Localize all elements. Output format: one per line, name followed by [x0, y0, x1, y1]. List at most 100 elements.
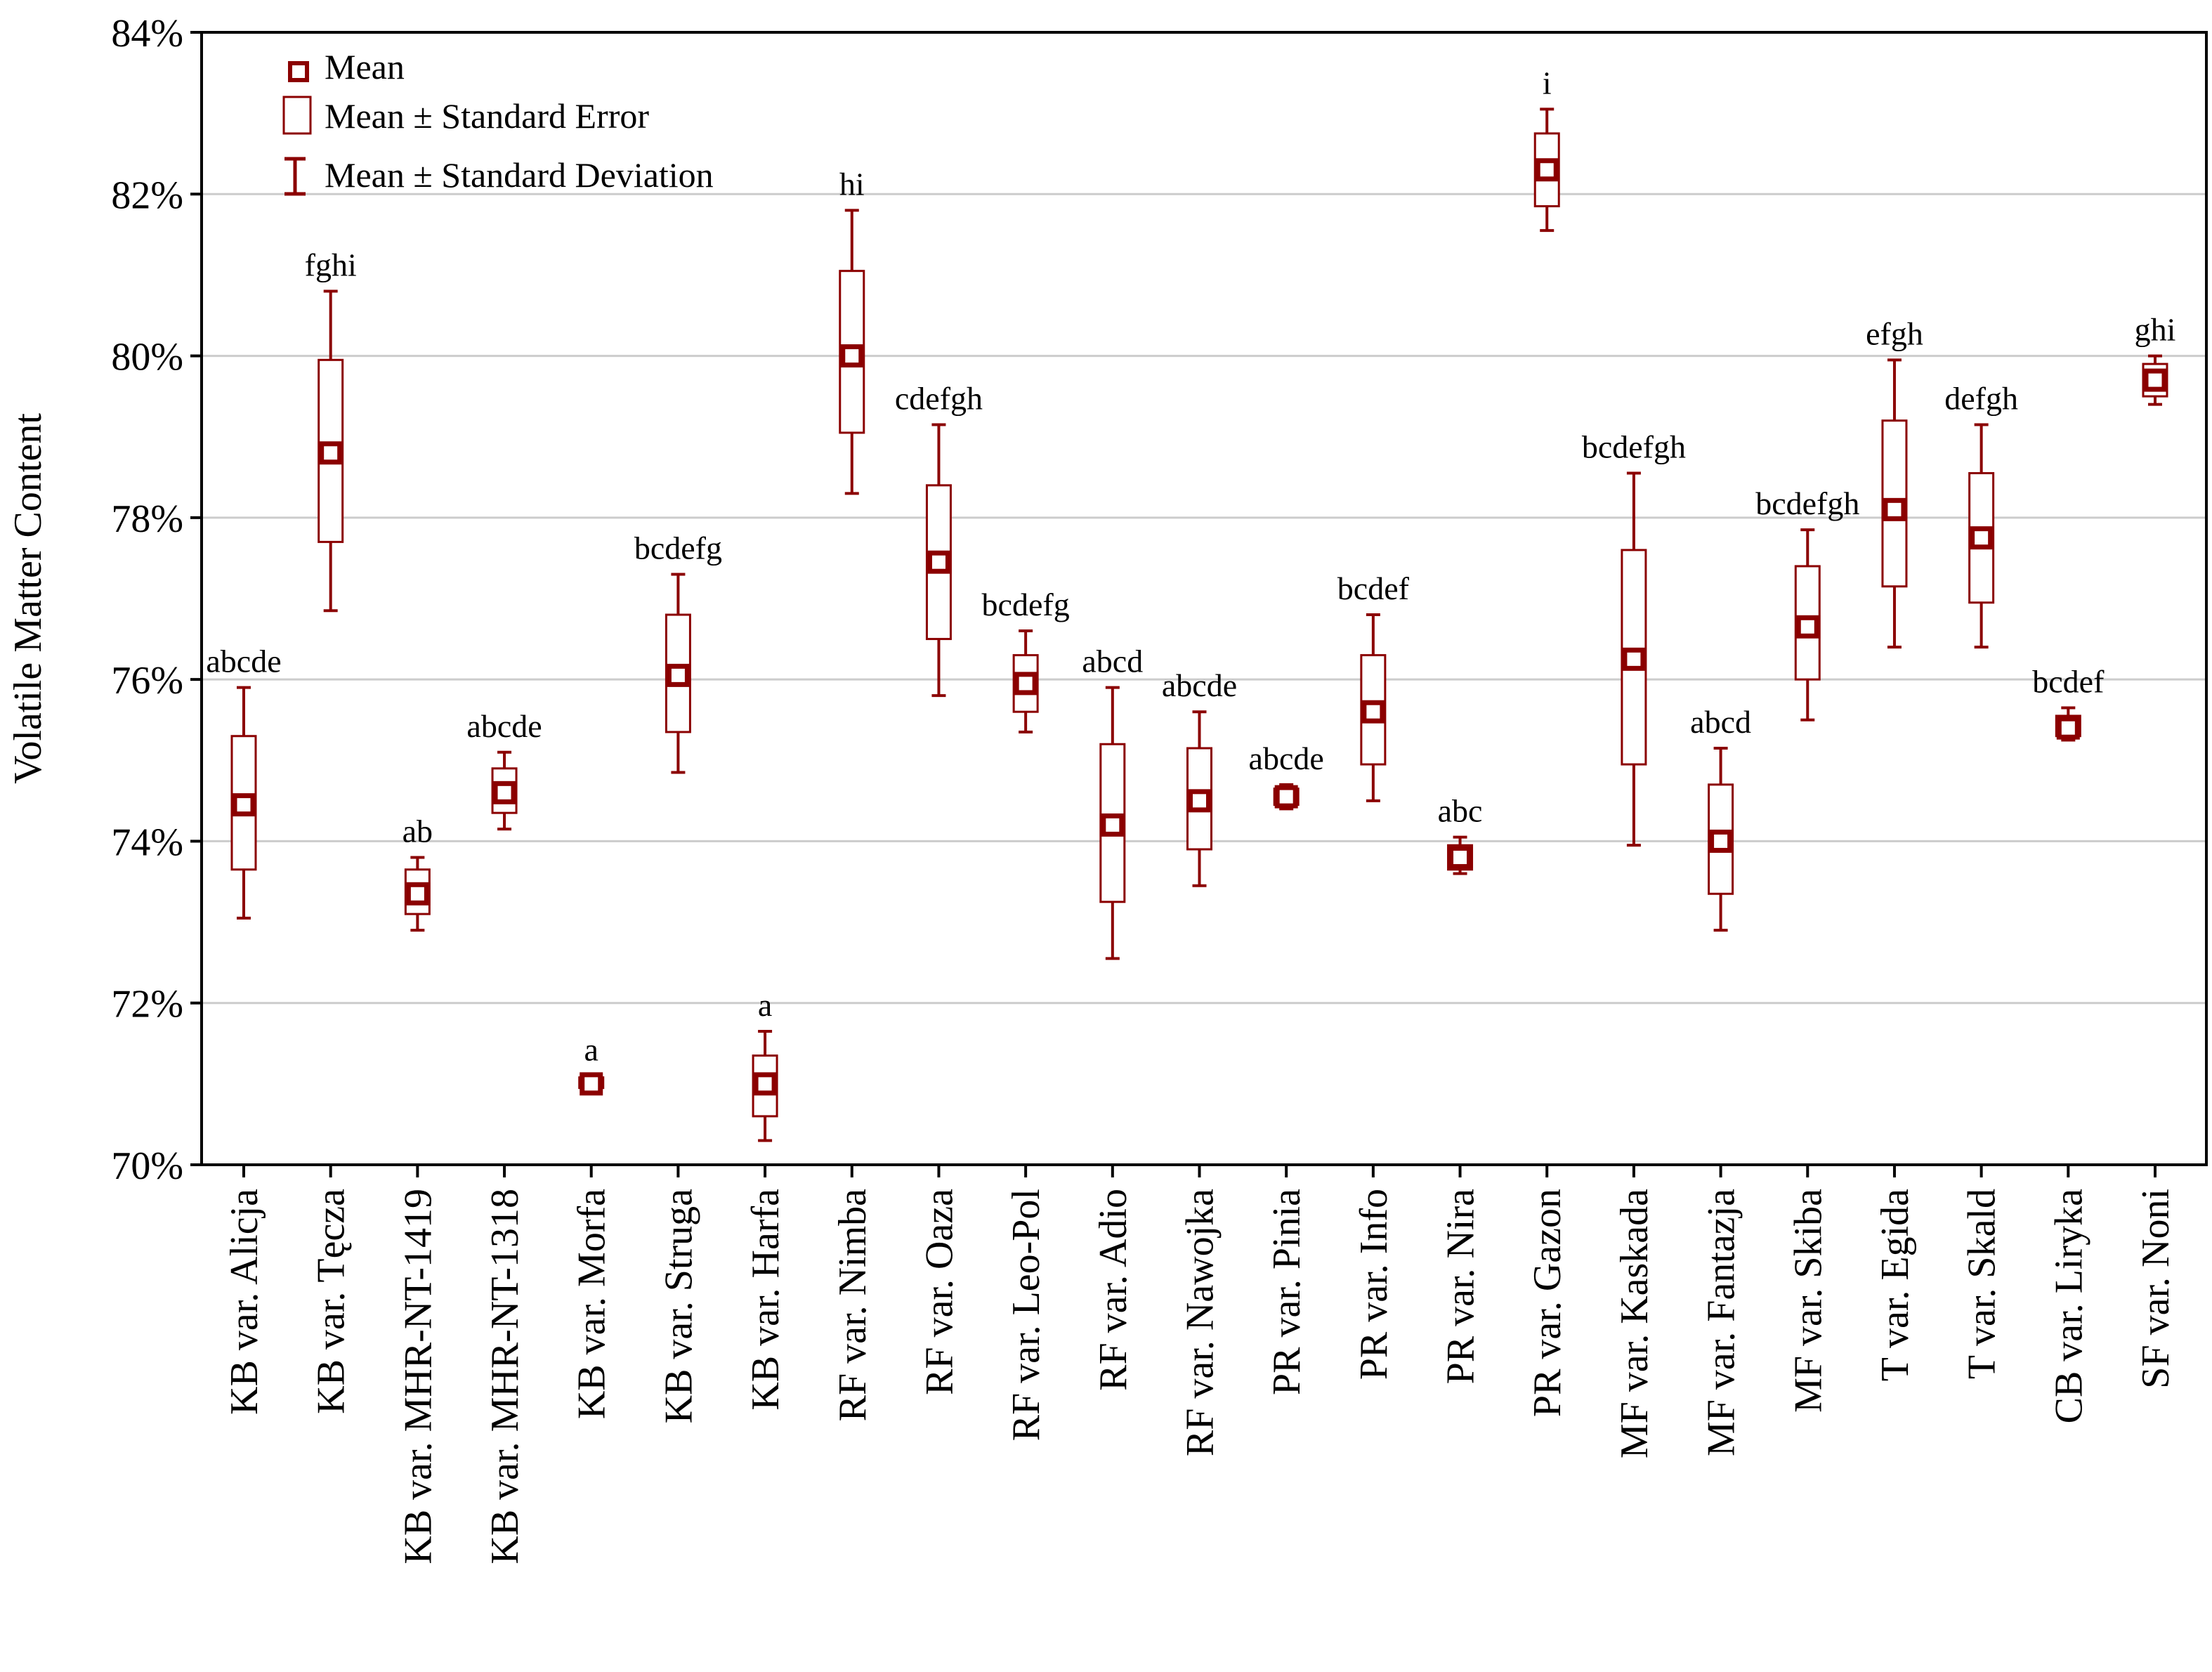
category-box — [1881, 358, 1908, 649]
x-axis-ticks: KB var. Alicja KB var. Tęcza KB var. MHR-N… — [223, 1165, 2178, 1565]
mean-marker — [1709, 829, 1733, 853]
box-series — [230, 107, 2168, 1142]
category-box — [1360, 613, 1387, 802]
y-tick-label: 74% — [111, 821, 183, 864]
y-tick-label: 84% — [111, 12, 183, 55]
mean-marker — [1448, 845, 1472, 869]
significance-letters: abcdefghiababcdeabcdefgahicdefghbcdefgab… — [206, 65, 2175, 1067]
significance-letter: i — [1543, 65, 1552, 100]
category-box — [839, 209, 865, 495]
category-box — [1099, 686, 1126, 960]
x-tick-label: RF var. Nawojka — [1179, 1189, 1222, 1456]
significance-letter: bcdef — [1337, 570, 1410, 606]
category-box — [578, 1072, 605, 1096]
y-tick-label: 70% — [111, 1144, 183, 1188]
x-tick-label: RF var. Nimba — [831, 1189, 875, 1421]
x-tick-label: PR var. Info — [1352, 1189, 1396, 1380]
significance-letter: ab — [403, 813, 433, 849]
mean-marker — [319, 441, 343, 465]
plot-frame — [200, 31, 2208, 1166]
legend-mean-icon — [288, 61, 309, 82]
significance-letter: abcd — [1082, 644, 1143, 679]
x-tick-label: KB var. Tęcza — [310, 1189, 353, 1414]
y-axis-ticks: 70% 72% 74% 76% 78% 80% 82% 84% — [111, 12, 202, 1188]
mean-marker — [2056, 716, 2080, 740]
x-tick-label: KB var. MHR-NT-1318 — [483, 1189, 527, 1565]
category-box — [1794, 528, 1821, 721]
category-box — [318, 289, 344, 613]
mean-marker — [1188, 789, 1211, 813]
mean-marker — [2143, 368, 2167, 392]
significance-letter: a — [584, 1031, 598, 1067]
mean-marker — [1014, 672, 1038, 695]
x-tick-label: MF var. Skiba — [1786, 1189, 1830, 1413]
mean-marker — [580, 1072, 603, 1096]
category-box — [1968, 423, 1995, 649]
mean-marker — [1535, 158, 1559, 182]
category-box — [491, 750, 518, 831]
x-tick-label: RF var. Adio — [1092, 1189, 1135, 1391]
y-tick-label: 82% — [111, 174, 183, 217]
mean-marker — [927, 550, 950, 574]
y-tick-label: 76% — [111, 659, 183, 703]
y-tick-label: 78% — [111, 497, 183, 541]
x-tick-label: RF var. Leo-Pol — [1004, 1189, 1048, 1441]
significance-letter: ghi — [2135, 312, 2176, 348]
category-box — [230, 686, 257, 920]
mean-marker — [1274, 785, 1298, 809]
significance-letter: hi — [839, 166, 865, 202]
significance-letter: abcde — [1162, 667, 1237, 703]
category-box — [925, 423, 952, 698]
mean-marker — [840, 344, 864, 368]
x-tick-label: KB var. Harfa — [744, 1189, 787, 1411]
significance-letter: fghi — [305, 247, 357, 282]
x-tick-label: MF var. Kaskada — [1613, 1189, 1656, 1458]
x-tick-label: RF var. Oaza — [917, 1189, 961, 1395]
category-box — [404, 856, 431, 932]
x-tick-label: KB var. Alicja — [223, 1189, 266, 1415]
mean-marker — [232, 793, 256, 817]
category-box — [1273, 783, 1300, 811]
x-tick-label: KB var. Morfa — [570, 1189, 614, 1419]
category-box — [1012, 629, 1039, 733]
mean-marker — [666, 663, 690, 687]
mean-marker — [1622, 647, 1646, 671]
legend-se-label: Mean ± Standard Error — [325, 96, 649, 136]
legend-sd-icon — [284, 157, 306, 196]
significance-letter: bcdefgh — [1582, 429, 1686, 465]
significance-letter: bcdef — [2032, 663, 2105, 699]
x-tick-label: PR var. Nira — [1439, 1189, 1483, 1385]
x-tick-label: T var. Skald — [1961, 1189, 2004, 1379]
mean-marker — [1883, 497, 1906, 521]
significance-letter: cdefgh — [895, 380, 983, 416]
category-box — [2055, 706, 2081, 742]
mean-marker — [405, 882, 429, 906]
significance-letter: efgh — [1866, 315, 1923, 351]
mean-marker — [753, 1072, 777, 1096]
y-tick-label: 72% — [111, 983, 183, 1026]
y-tick-label: 80% — [111, 336, 183, 379]
significance-letter: bcdefg — [982, 587, 1070, 622]
category-box — [1621, 471, 1647, 847]
category-box — [1533, 107, 1560, 233]
legend-mean-label: Mean — [325, 47, 405, 86]
category-box — [1447, 835, 1474, 875]
x-tick-label: KB var. MHR-NT-1419 — [396, 1189, 440, 1565]
category-box — [752, 1030, 778, 1142]
significance-letter: bcdefgh — [1755, 485, 1859, 521]
x-tick-label: PR var. Gazon — [1526, 1189, 1569, 1417]
legend: Mean Mean ± Standard Error Mean ± Standa… — [282, 47, 714, 196]
legend-se-icon — [282, 96, 312, 135]
x-tick-label: KB var. Struga — [657, 1189, 700, 1424]
category-box — [665, 573, 691, 774]
significance-letter: abcde — [1249, 740, 1324, 776]
x-tick-label: PR var. Pinia — [1265, 1189, 1309, 1395]
category-box — [2142, 354, 2168, 406]
significance-letter: abc — [1438, 793, 1483, 829]
significance-letter: abcde — [466, 708, 542, 744]
y-axis-label: Volatile Matter Content — [6, 413, 50, 784]
x-tick-label: CB var. Liryka — [2047, 1189, 2090, 1424]
mean-marker — [1101, 813, 1125, 837]
mean-marker — [1361, 700, 1385, 724]
x-tick-label: T var. Egida — [1873, 1189, 1917, 1381]
